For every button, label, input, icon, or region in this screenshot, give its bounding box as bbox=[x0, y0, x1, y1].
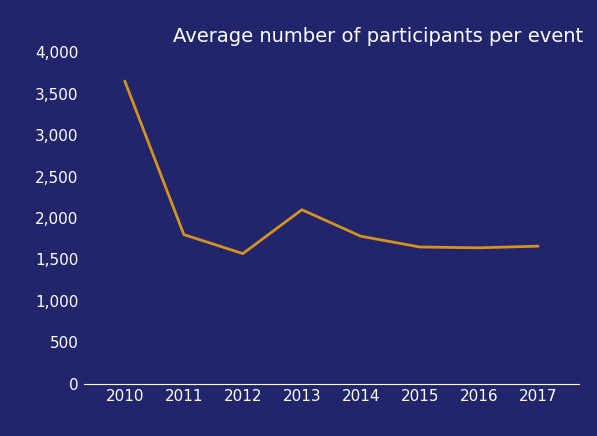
Text: Average number of participants per event: Average number of participants per event bbox=[173, 27, 583, 46]
